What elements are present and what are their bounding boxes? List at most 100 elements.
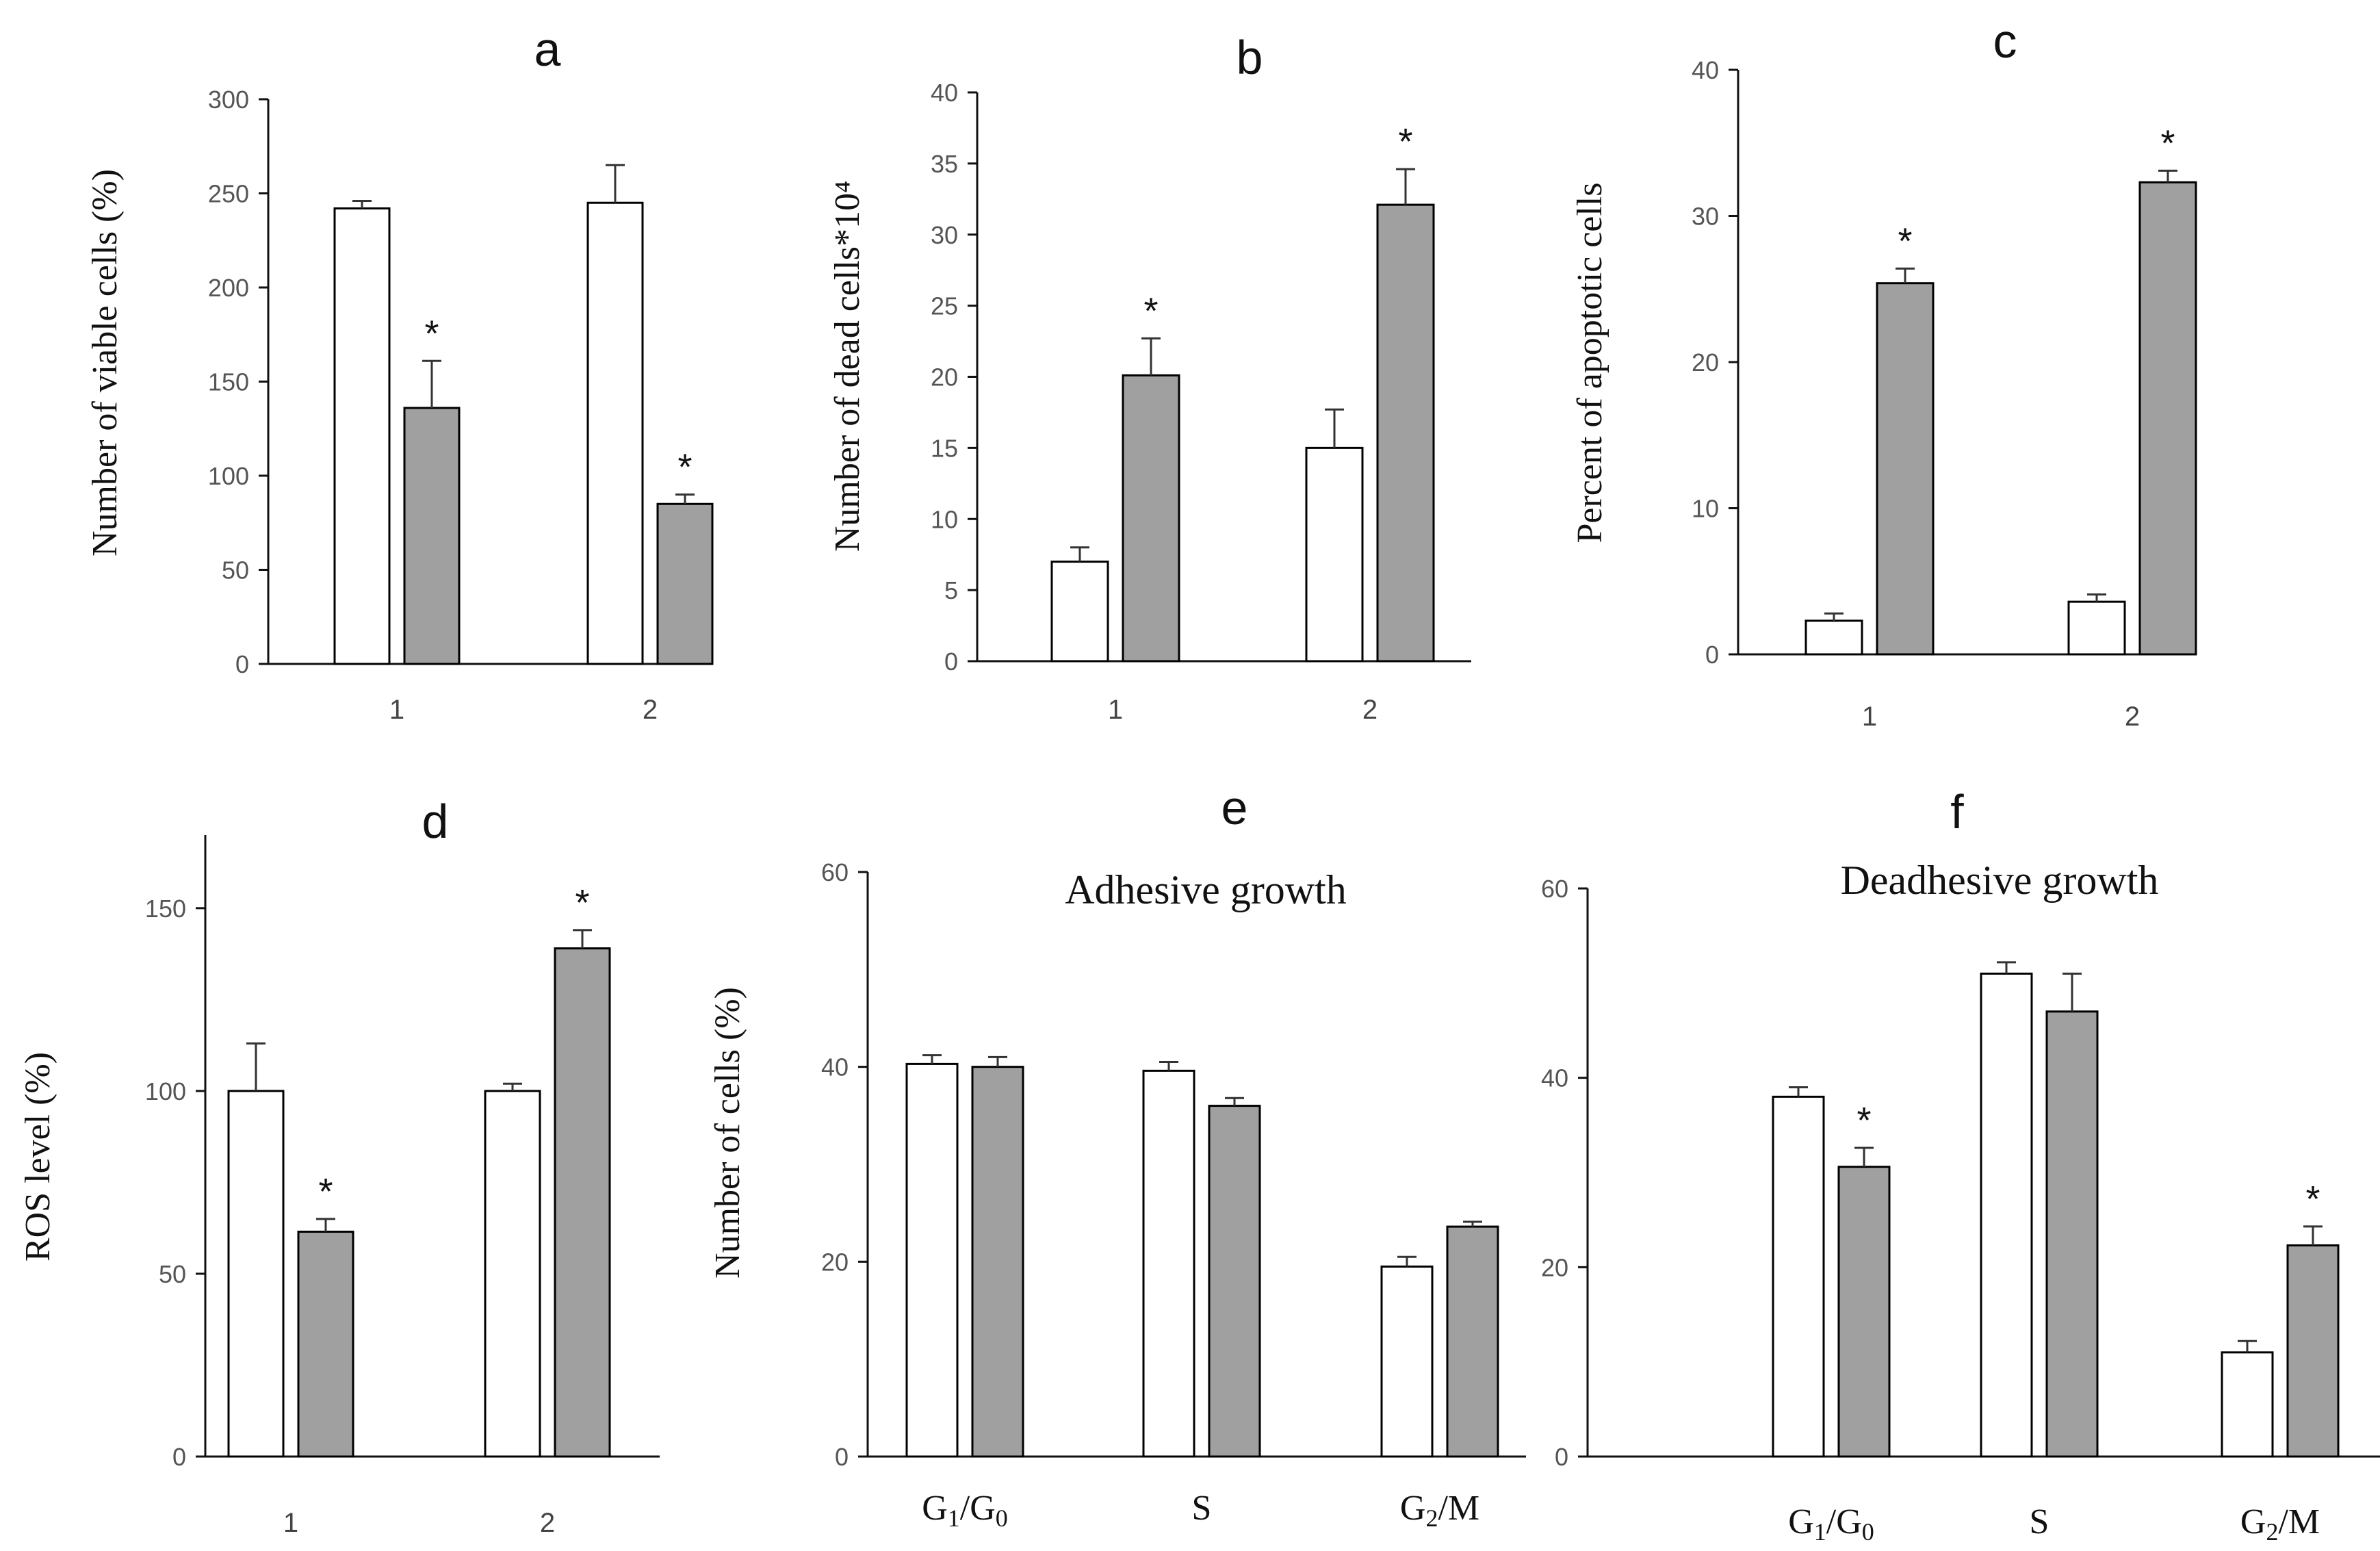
panel-d-title: d <box>422 795 449 848</box>
panel-b-bar-treated <box>1376 203 1435 663</box>
panel-c-category-label: 1 <box>1862 702 1877 732</box>
panel-b-significance-star: * <box>1143 290 1158 331</box>
panel-c-title: c <box>1993 14 2017 68</box>
panel-d-ytick-label: 0 <box>172 1443 186 1471</box>
panel-a-bar-treated <box>403 407 461 665</box>
panel-d-significance-star: * <box>575 882 589 923</box>
panel-f-ytick-label: 0 <box>1555 1443 1568 1471</box>
panel-a-plot: 0 50 100 150 200 250 300 * 1 * 2 <box>208 86 714 725</box>
panel-c-bar-treated <box>2138 181 2197 656</box>
panel-f-bar-control <box>1772 1095 1825 1458</box>
panel-a-ylabel: Number of viable cells (%) <box>86 169 125 556</box>
panel-c-ytick-label: 20 <box>1692 348 1719 376</box>
panel-f-category-label: G2/M <box>2240 1502 2320 1546</box>
panel-a-ytick-label: 50 <box>222 556 249 585</box>
panel-c-significance-star: * <box>1898 220 1912 261</box>
panel-c-bar-treated <box>1876 282 1935 656</box>
panel-f-ytick-label: 60 <box>1541 875 1568 903</box>
panel-f-bar-control <box>1980 973 2033 1458</box>
panel-a-significance-star: * <box>677 447 692 488</box>
panel-d-bar-control <box>484 1090 541 1458</box>
panel-b-bar-control <box>1305 446 1364 663</box>
panel-a-significance-star: * <box>424 313 439 354</box>
panel-a-bar-control <box>586 201 644 665</box>
panel-e-ytick-label: 0 <box>835 1443 849 1471</box>
panel-e-ytick-label: 20 <box>821 1248 849 1276</box>
panel-b-ytick-label: 35 <box>931 150 958 178</box>
panel-e-bar-treated <box>1208 1105 1261 1458</box>
panel-d-category-label: 1 <box>283 1508 298 1538</box>
panel-f-bar-control <box>2221 1351 2274 1458</box>
panel-b-bar-control <box>1050 561 1109 663</box>
panel-d-ylabel: ROS level (%) <box>18 1052 57 1261</box>
panel-a-ytick-label: 250 <box>208 180 249 208</box>
panel-e-ylabel: Number of cells (%) <box>708 987 747 1279</box>
panel-e-bar-treated <box>1446 1225 1499 1458</box>
panel-d-bar-control <box>227 1090 285 1458</box>
panel-a-ytick-label: 200 <box>208 274 249 302</box>
panel-b-bar-treated <box>1122 374 1180 663</box>
panel-e: e Adhesive growth Number of cells (%) 0 2… <box>708 781 1526 1532</box>
panel-a-ytick-label: 300 <box>208 86 249 114</box>
panel-f-bar-treated <box>1837 1166 1891 1458</box>
panel-e-ytick-label: 60 <box>821 858 849 886</box>
panel-a-category-label: 1 <box>389 695 404 725</box>
panel-d-category-label: 2 <box>540 1508 555 1538</box>
panel-b-ytick-label: 20 <box>931 363 958 392</box>
panel-e-plot: 0 20 40 60 G1/G0 S G2/M <box>821 858 1526 1532</box>
panel-f-significance-star: * <box>2305 1179 2320 1220</box>
panel-b-title: b <box>1237 31 1263 84</box>
panel-a-title: a <box>534 23 561 76</box>
panel-b-ytick-label: 25 <box>931 292 958 320</box>
panel-e-subtitle: Adhesive growth <box>1065 867 1347 912</box>
panel-d-significance-star: * <box>318 1171 333 1212</box>
panel-b-plot: 0 5 10 15 20 25 30 35 40 * 1 * 2 <box>931 79 1471 725</box>
panel-e-bar-control <box>1380 1265 1434 1458</box>
panel-f: f Deadhesive growth 0 20 40 60 * G1/G0 S * G2/M <box>1541 785 2380 1546</box>
panel-e-category-label: G1/G0 <box>922 1489 1008 1532</box>
panel-f-category-label: G1/G0 <box>1788 1502 1874 1546</box>
panel-b: b Number of dead cells*10⁴ 0 5 10 15 20 25 30 3… <box>828 31 1471 725</box>
panel-a-ytick-label: 100 <box>208 462 249 490</box>
panel-f-plot: 0 20 40 60 * G1/G0 S * G2/M <box>1541 875 2380 1546</box>
panel-e-category-label: G2/M <box>1400 1489 1479 1532</box>
panel-c-plot: 0 10 20 30 40 * 1 * 2 <box>1692 56 2197 732</box>
panel-b-ylabel: Number of dead cells*10⁴ <box>828 181 867 552</box>
panel-c: c Percent of apoptotic cells 0 10 20 30 40 * 1… <box>1570 14 2197 732</box>
panel-b-ytick-label: 30 <box>931 221 958 249</box>
panel-f-category-label: S <box>2030 1502 2049 1541</box>
panel-f-significance-star: * <box>1857 1100 1871 1141</box>
panel-b-category-label: 1 <box>1108 695 1123 725</box>
panel-f-subtitle: Deadhesive growth <box>1841 858 2159 903</box>
panel-b-ytick-label: 5 <box>944 576 958 604</box>
panel-b-ytick-label: 10 <box>931 505 958 533</box>
panel-d-bar-treated <box>297 1231 354 1458</box>
panel-a: a Number of viable cells (%) 0 50 100 150 20… <box>86 23 714 725</box>
panel-d-ytick-label: 100 <box>145 1077 186 1105</box>
panel-e-title: e <box>1221 781 1248 834</box>
panel-a-ytick-label: 150 <box>208 368 249 396</box>
panel-b-category-label: 2 <box>1362 695 1377 725</box>
panel-f-bar-treated <box>2286 1244 2340 1458</box>
panel-f-ytick-label: 20 <box>1541 1253 1568 1281</box>
panel-f-bar-treated <box>2045 1010 2099 1458</box>
panel-e-ytick-label: 40 <box>821 1053 849 1081</box>
panel-c-significance-star: * <box>2160 123 2175 164</box>
panel-f-ytick-label: 40 <box>1541 1064 1568 1092</box>
panel-c-bar-control <box>1805 619 1863 656</box>
panel-d: d ROS level (%) 0 50 100 150 * 1 * 2 <box>18 795 660 1538</box>
panel-a-bar-control <box>333 207 391 665</box>
panel-e-category-label: S <box>1192 1489 1212 1528</box>
panel-b-ytick-label: 15 <box>931 434 958 462</box>
panel-d-bar-treated <box>554 947 611 1458</box>
panel-b-ytick-label: 40 <box>931 79 958 107</box>
panel-c-ylabel: Percent of apoptotic cells <box>1570 182 1609 543</box>
panel-a-category-label: 2 <box>643 695 658 725</box>
panel-d-ytick-label: 150 <box>145 895 186 923</box>
panel-c-ytick-label: 40 <box>1692 56 1719 84</box>
panel-f-title: f <box>1950 785 1964 838</box>
panel-e-bar-control <box>905 1062 959 1458</box>
panel-c-bar-control <box>2067 600 2126 656</box>
panel-b-ytick-label: 0 <box>944 648 958 676</box>
